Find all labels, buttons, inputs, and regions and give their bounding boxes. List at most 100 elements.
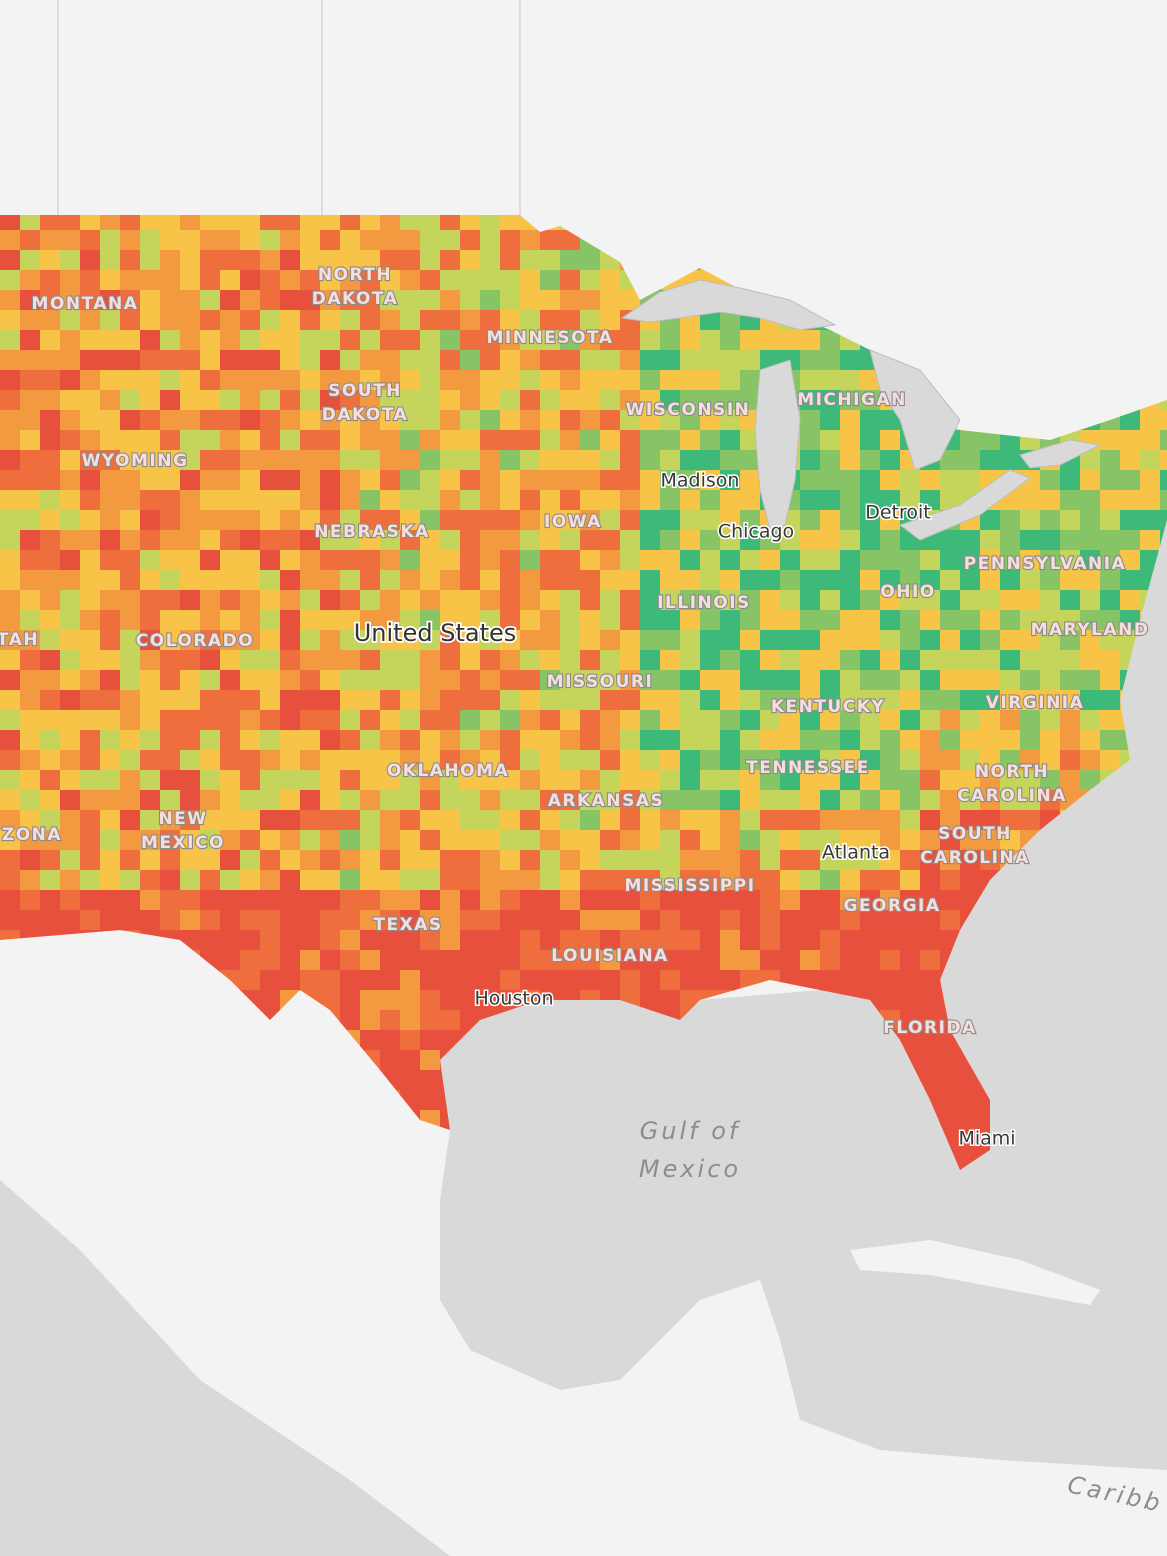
- county: [180, 850, 201, 871]
- county: [140, 290, 161, 311]
- county: [20, 670, 41, 691]
- county: [440, 690, 461, 711]
- county: [300, 370, 321, 391]
- county: [840, 770, 861, 791]
- county: [580, 830, 601, 851]
- county: [400, 370, 421, 391]
- county: [440, 390, 461, 411]
- county: [640, 810, 661, 831]
- county: [540, 890, 561, 911]
- county: [720, 630, 741, 651]
- county: [240, 790, 261, 811]
- county: [1000, 510, 1021, 531]
- county: [740, 350, 761, 371]
- county: [560, 490, 581, 511]
- county: [260, 970, 281, 991]
- county: [860, 670, 881, 691]
- county: [1060, 770, 1081, 791]
- county: [440, 790, 461, 811]
- county: [500, 730, 521, 751]
- county: [780, 930, 801, 951]
- county: [800, 710, 821, 731]
- county: [200, 215, 221, 231]
- county: [100, 290, 121, 311]
- county: [120, 550, 141, 571]
- county: [280, 950, 301, 971]
- county: [40, 730, 61, 751]
- county: [640, 350, 661, 371]
- county: [520, 970, 541, 991]
- county: [160, 870, 181, 891]
- county: [1020, 570, 1041, 591]
- county: [800, 410, 821, 431]
- county: [240, 850, 261, 871]
- county: [520, 490, 541, 511]
- county: [460, 370, 481, 391]
- state-label: ARKANSAS: [548, 791, 664, 811]
- county: [1000, 770, 1021, 791]
- county: [160, 270, 181, 291]
- county: [720, 590, 741, 611]
- county: [80, 730, 101, 751]
- county: [80, 370, 101, 391]
- county: [560, 370, 581, 391]
- county: [1100, 450, 1121, 471]
- county: [160, 370, 181, 391]
- county: [340, 570, 361, 591]
- county: [460, 710, 481, 731]
- county: [260, 670, 281, 691]
- county: [800, 630, 821, 651]
- state-label: PENNSYLVANIA: [964, 554, 1126, 574]
- county: [80, 770, 101, 791]
- county: [440, 450, 461, 471]
- county: [980, 750, 1001, 771]
- county: [320, 330, 341, 351]
- county: [900, 830, 921, 851]
- county: [140, 850, 161, 871]
- county: [280, 215, 301, 231]
- county: [700, 930, 721, 951]
- county: [500, 650, 521, 671]
- county: [380, 410, 401, 431]
- county: [480, 430, 501, 451]
- county: [120, 650, 141, 671]
- county: [440, 810, 461, 831]
- county: [340, 390, 361, 411]
- county: [500, 810, 521, 831]
- county: [900, 770, 921, 791]
- county: [200, 590, 221, 611]
- county: [500, 950, 521, 971]
- county: [220, 810, 241, 831]
- county: [500, 990, 521, 1011]
- county: [720, 450, 741, 471]
- county: [1060, 470, 1081, 491]
- county: [260, 770, 281, 791]
- county: [660, 810, 681, 831]
- county: [780, 890, 801, 911]
- county: [1020, 590, 1041, 611]
- county: [580, 790, 601, 811]
- county: [1060, 650, 1081, 671]
- county: [640, 910, 661, 931]
- county: [720, 910, 741, 931]
- county: [340, 215, 361, 231]
- county: [120, 230, 141, 251]
- state-label: IOWA: [544, 512, 602, 532]
- county: [20, 470, 41, 491]
- county: [740, 450, 761, 471]
- county: [740, 750, 761, 771]
- county: [60, 830, 81, 851]
- county: [700, 790, 721, 811]
- county: [80, 310, 101, 331]
- county: [260, 570, 281, 591]
- county: [300, 790, 321, 811]
- county: [360, 330, 381, 351]
- county: [500, 870, 521, 891]
- county: [980, 650, 1001, 671]
- county: [500, 610, 521, 631]
- state-label: MINNESOTA: [487, 328, 614, 348]
- county: [300, 910, 321, 931]
- county: [820, 670, 841, 691]
- county: [220, 610, 241, 631]
- county: [460, 910, 481, 931]
